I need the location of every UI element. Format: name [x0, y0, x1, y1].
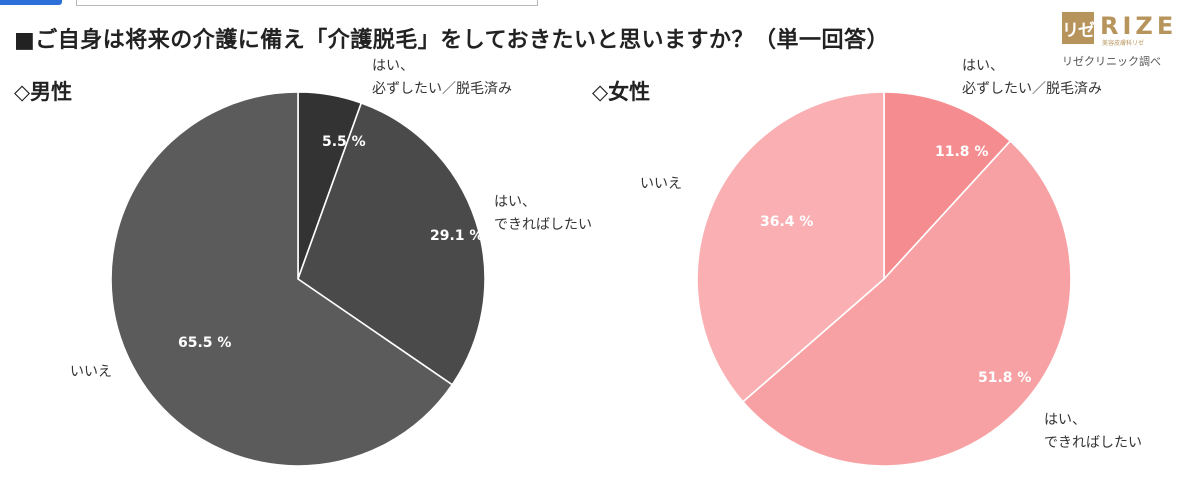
female-category-label-0-0: はい、 [962, 58, 1004, 74]
male-value-label-2: 65.5 % [178, 335, 231, 351]
top-blue-tab [0, 0, 62, 5]
female-category-label-2-0: いいえ [640, 176, 682, 192]
female-slice-1 [741, 139, 1072, 467]
logo-brand-sub: 美容皮膚科リゼ [1102, 40, 1145, 47]
male-pie-chart: 5.5 %29.1 %65.5 %はい、必ずしたい／脱毛済みはい、できればしたい… [70, 58, 592, 467]
female-value-label-2: 36.4 % [760, 214, 813, 230]
female-value-label-1: 51.8 % [978, 370, 1031, 386]
rize-logo: リゼ RIZE 美容皮膚科リゼ リゼクリニック調べ [1062, 12, 1192, 68]
top-browser-strip [0, 0, 1200, 6]
female-category-label-0-1: 必ずしたい／脱毛済み [962, 81, 1102, 97]
female-category-label-1-0: はい、 [1044, 412, 1086, 428]
top-outline-box [76, 0, 538, 6]
female-category-label-1-1: できればしたい [1044, 435, 1142, 451]
female-value-label-0: 11.8 % [935, 144, 988, 160]
female-panel-title: ◇女性 [592, 80, 651, 104]
male-slice-2 [110, 91, 454, 467]
male-value-label-0: 5.5 % [322, 134, 366, 150]
male-category-label-0-1: 必ずしたい／脱毛済み [372, 81, 512, 97]
male-category-label-0-0: はい、 [372, 58, 414, 74]
logo-brand: RIZE [1100, 12, 1178, 40]
male-value-label-1: 29.1 % [430, 228, 483, 244]
female-slice-0 [883, 91, 1012, 282]
male-slice-1 [297, 102, 486, 386]
logo-badge: リゼ [1062, 12, 1095, 44]
male-category-label-2-0: いいえ [70, 364, 112, 380]
male-panel-title: ◇男性 [14, 80, 73, 104]
male-category-label-1-1: できればしたい [494, 217, 592, 233]
female-pie-chart: 11.8 %51.8 %36.4 %はい、必ずしたい／脱毛済みはい、できればした… [640, 58, 1142, 467]
female-slice-2 [696, 91, 885, 403]
chart-title: ■ご自身は将来の介護に備え「介護脱毛」をしておきたいと思いますか？（単一回答） [14, 28, 889, 53]
male-category-label-1-0: はい、 [494, 194, 536, 210]
source-note: リゼクリニック調べ [1062, 55, 1161, 68]
